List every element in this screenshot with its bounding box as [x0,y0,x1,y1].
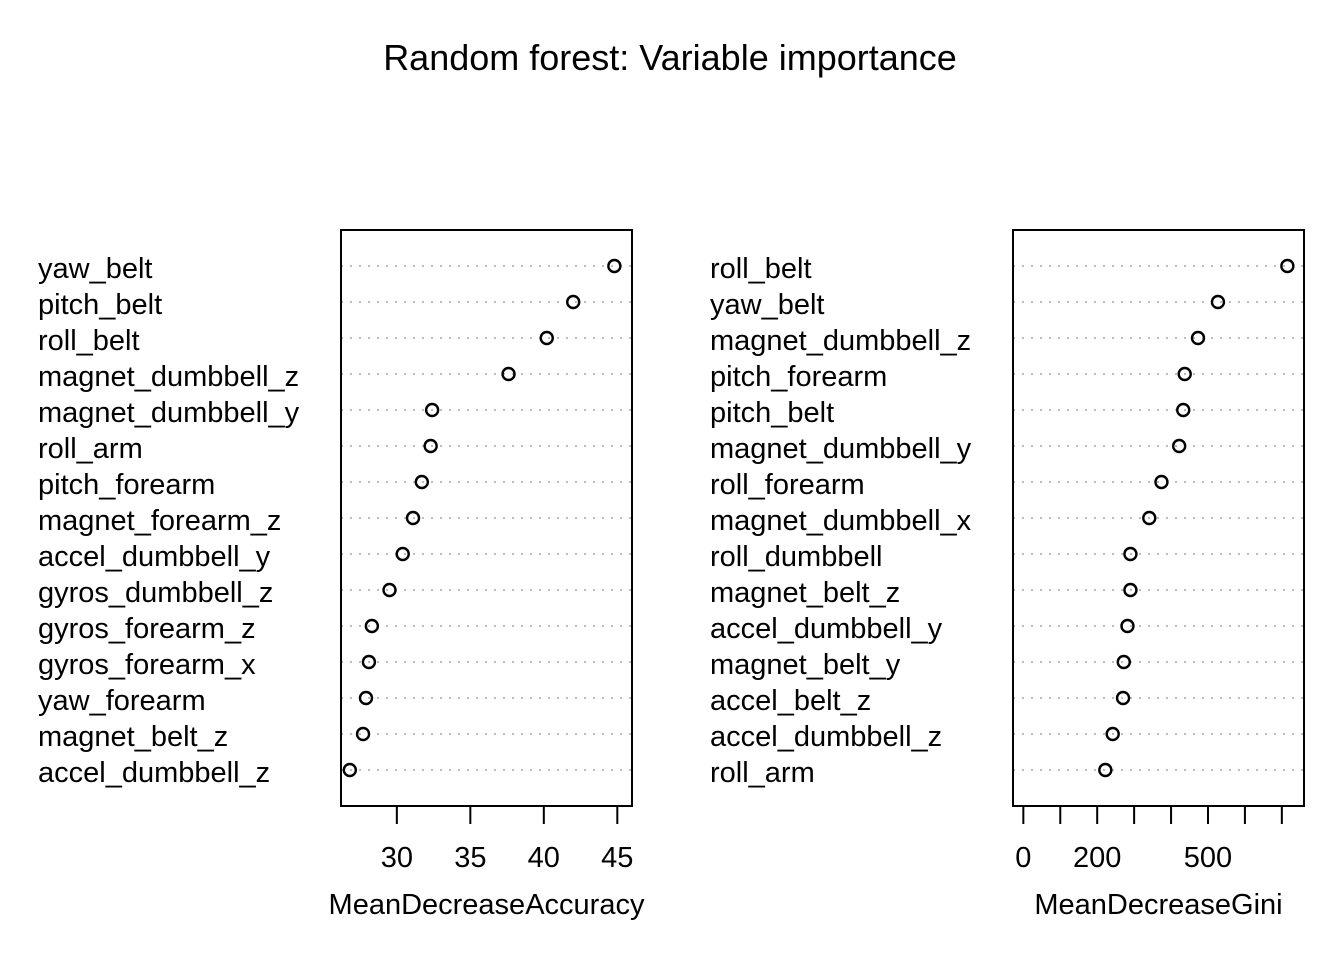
category-label: yaw_forearm [38,685,206,717]
category-label: accel_dumbbell_y [710,613,943,645]
x-tick-label: 45 [601,842,633,874]
category-label: accel_dumbbell_z [38,757,270,789]
data-point [1105,726,1120,742]
data-point [355,726,371,742]
data-point [1142,510,1157,526]
category-label: roll_dumbbell [710,541,883,573]
category-label: magnet_belt_z [710,577,900,609]
category-label: roll_forearm [710,469,865,501]
category-label: pitch_forearm [710,361,887,393]
data-point [405,510,421,526]
plot-frame [1012,229,1305,807]
data-point [1123,582,1138,598]
x-tick-label: 40 [528,842,560,874]
category-label: magnet_belt_z [38,721,228,753]
x-tick-label: 0 [1015,842,1031,874]
category-label: roll_arm [710,757,815,789]
data-point [395,546,410,562]
data-point [414,474,430,490]
category-label: magnet_dumbbell_z [710,325,971,357]
data-point [358,690,374,706]
data-point [607,258,622,274]
category-label: pitch_belt [710,397,834,429]
category-label: magnet_dumbbell_y [710,433,972,465]
category-label: magnet_dumbbell_z [38,361,299,393]
data-point [382,582,397,598]
category-label: accel_dumbbell_y [38,541,271,573]
data-point [424,402,440,418]
category-label: pitch_forearm [38,469,215,501]
data-point [566,294,581,310]
data-point [1116,654,1131,670]
data-point [1171,438,1187,454]
category-label: magnet_dumbbell_y [38,397,300,429]
data-point [1098,762,1113,778]
data-point [1210,294,1226,310]
category-label: magnet_belt_y [710,649,901,681]
data-point [1177,366,1192,382]
x-tick-label: 500 [1184,842,1232,874]
data-point [1280,258,1295,274]
accuracy-panel: yaw_belt pitch_belt roll_belt magnet_dumbbe… [38,229,645,921]
x-tick-label: 200 [1073,842,1121,874]
category-label: gyros_dumbbell_z [38,577,273,609]
category-label: roll_belt [710,253,812,285]
category-label: gyros_forearm_x [38,649,256,681]
data-point [501,366,516,382]
data-point [539,330,554,346]
data-point [342,762,358,778]
data-point [1154,474,1169,490]
category-label: roll_arm [38,433,143,465]
data-point [1120,618,1135,634]
category-label: pitch_belt [38,289,162,321]
category-label: gyros_forearm_z [38,613,256,645]
x-tick-label: 30 [381,842,413,874]
gini-panel: roll_belt yaw_belt magnet_dumbbell_z pitch_… [710,229,1305,921]
category-label: magnet_forearm_z [38,505,281,537]
data-point [1176,402,1191,418]
data-point [361,654,377,670]
category-label: yaw_belt [710,289,824,321]
x-axis-label: MeanDecreaseGini [1034,889,1282,921]
data-point [1123,546,1138,562]
x-axis-label: MeanDecreaseAccuracy [329,889,645,921]
category-label: magnet_dumbbell_x [710,505,972,537]
plot-frame [340,229,633,807]
data-point [1115,690,1131,706]
category-label: accel_dumbbell_z [710,721,942,753]
category-label: accel_belt_z [710,685,871,717]
category-label: roll_belt [38,325,140,357]
chart-title: Random forest: Variable importance [383,37,957,78]
data-point [1190,330,1206,346]
category-label: yaw_belt [38,253,152,285]
data-point [423,438,438,454]
data-point [364,618,380,634]
x-tick-label: 35 [454,842,486,874]
